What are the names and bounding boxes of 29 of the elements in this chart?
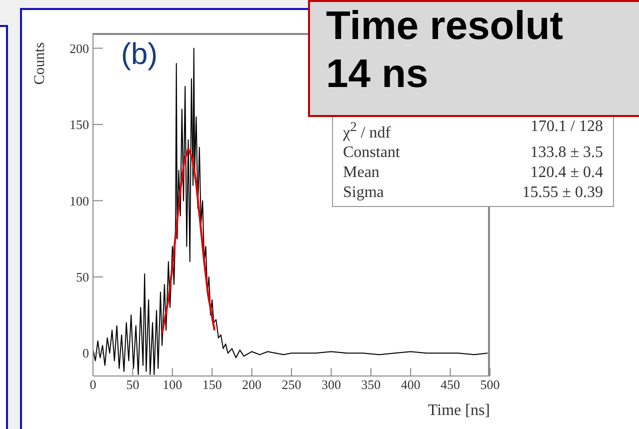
chart-title: Time resolut	[326, 3, 564, 50]
line-series	[161, 148, 216, 334]
y-tick-label: 0	[82, 346, 89, 361]
y-tick-label: 50	[76, 270, 89, 285]
x-tick-label: 500	[480, 377, 500, 392]
text: 170.1 / 128	[530, 117, 603, 137]
x-tick-label: 250	[282, 377, 302, 392]
y-tick-label: 150	[70, 117, 89, 132]
annotation: Mean	[343, 163, 380, 184]
text: 14 ns	[326, 51, 430, 98]
annotation: Constant	[343, 143, 400, 164]
annotation: (b)	[121, 38, 158, 72]
text: 133.8 ± 3.5	[530, 143, 603, 164]
x-axis-title: Time [ns]	[426, 402, 490, 420]
x-tick-label: 150	[202, 377, 222, 392]
text: 120.4 ± 0.4	[530, 163, 603, 184]
x-tick-label: 50	[126, 377, 140, 392]
y-axis-title: Counts	[32, 42, 48, 84]
annotation: χ$^{2}$ / ndf	[343, 118, 391, 144]
x-tick-label: 350	[361, 377, 381, 392]
x-tick-label: 100	[162, 377, 182, 392]
x-tick-label: 400	[400, 377, 420, 392]
y-tick-label: 100	[70, 193, 89, 208]
text: 15.55 ± 0.39	[522, 183, 603, 204]
y-tick-label: 200	[70, 40, 89, 56]
x-tick-label: 450	[440, 377, 460, 392]
x-tick-label: 200	[242, 377, 262, 392]
annotation: Sigma	[343, 183, 384, 204]
x-tick-label: 300	[321, 377, 341, 392]
